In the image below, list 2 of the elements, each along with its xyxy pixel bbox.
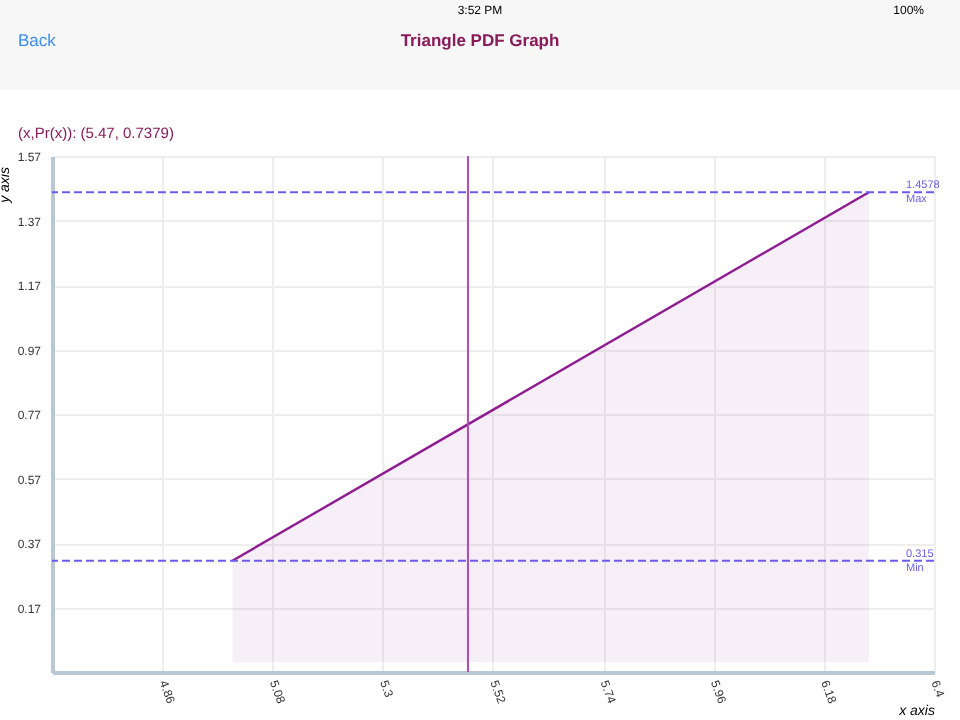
text: Back (18, 30, 58, 50)
chart-title: Triangle PDF Graph (400, 30, 560, 50)
